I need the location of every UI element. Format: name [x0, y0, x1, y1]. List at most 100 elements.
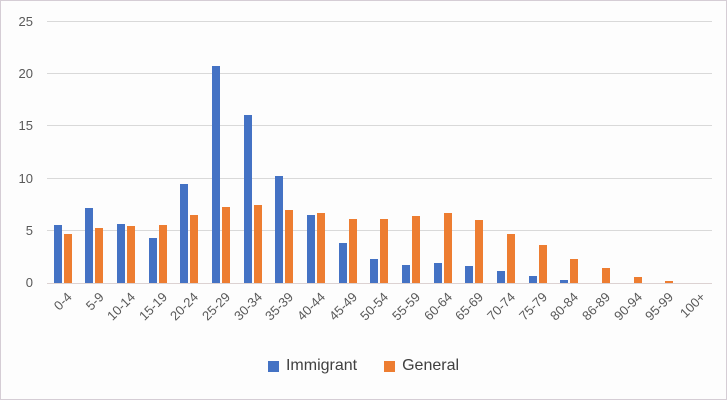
gridline-10 [47, 177, 712, 179]
bar-general-75-79[interactable] [538, 245, 547, 283]
bar-general-5-9[interactable] [95, 227, 104, 283]
x-tick-label-40-44: 40-44 [293, 289, 329, 324]
bar-general-15-19[interactable] [158, 224, 167, 283]
bar-group-70-74 [490, 22, 522, 283]
bar-immigrant-75-79[interactable] [528, 275, 537, 283]
x-tick-label-0-4: 0-4 [50, 289, 75, 314]
bar-general-60-64[interactable] [443, 213, 452, 283]
bar-group-95-99 [649, 22, 681, 283]
bar-group-86-89 [585, 22, 617, 283]
bar-general-86-89[interactable] [602, 268, 611, 283]
x-tick-label-20-24: 20-24 [167, 289, 202, 324]
x-tick-label-95-99: 95-99 [642, 289, 677, 324]
bar-immigrant-10-14[interactable] [117, 223, 126, 283]
y-tick-label-20: 20 [18, 66, 33, 82]
gridline-25 [47, 21, 712, 22]
x-tick-label-70-74: 70-74 [483, 289, 519, 324]
bar-immigrant-80-84[interactable] [560, 279, 569, 283]
bar-general-80-84[interactable] [570, 259, 579, 283]
gridline-20 [47, 73, 712, 75]
plot-area [47, 21, 712, 284]
x-tick-label-55-59: 55-59 [388, 289, 424, 324]
bar-group-20-24 [174, 22, 206, 283]
bar-general-25-29[interactable] [222, 206, 231, 283]
bar-immigrant-25-29[interactable] [212, 65, 221, 283]
bar-group-40-44 [300, 22, 332, 283]
bar-group-5-9 [79, 22, 111, 283]
x-tick-label-15-19: 15-19 [135, 289, 170, 324]
y-tick-label-15: 15 [18, 118, 33, 134]
bar-group-45-49 [332, 22, 364, 283]
bar-immigrant-50-54[interactable] [370, 259, 379, 283]
x-tick-label-35-39: 35-39 [262, 289, 297, 324]
bar-general-45-49[interactable] [348, 219, 357, 283]
immigrant-swatch-icon [267, 360, 279, 372]
x-tick-label-80-84: 80-84 [547, 289, 582, 324]
x-tick-label-10-14: 10-14 [103, 289, 139, 324]
x-tick-label-50-54: 50-54 [357, 289, 392, 324]
bar-general-20-24[interactable] [190, 215, 199, 283]
bar-general-10-14[interactable] [127, 225, 136, 283]
x-tick-label-75-79: 75-79 [515, 289, 550, 324]
bar-group-0-4 [47, 22, 79, 283]
bar-group-90-94 [617, 22, 649, 283]
bar-immigrant-15-19[interactable] [148, 238, 157, 283]
bar-general-55-59[interactable] [412, 216, 421, 283]
bar-general-30-34[interactable] [253, 204, 262, 283]
gridline-5 [47, 229, 712, 231]
y-tick-label-10: 10 [18, 170, 33, 186]
bar-general-35-39[interactable] [285, 209, 294, 283]
legend-item-immigrant[interactable]: Immigrant [267, 357, 358, 375]
bar-group-15-19 [142, 22, 174, 283]
bar-general-95-99[interactable] [665, 280, 674, 283]
bar-general-90-94[interactable] [633, 276, 642, 283]
legend-label-general: General [402, 357, 460, 374]
gridline-15 [47, 125, 712, 127]
bar-immigrant-65-69[interactable] [465, 266, 474, 283]
bar-immigrant-40-44[interactable] [307, 215, 316, 283]
bar-immigrant-30-34[interactable] [243, 114, 252, 283]
bar-immigrant-20-24[interactable] [180, 183, 189, 283]
bar-group-25-29 [205, 22, 237, 283]
bar-group-10-14 [110, 22, 142, 283]
bar-general-65-69[interactable] [475, 220, 484, 283]
bar-immigrant-5-9[interactable] [85, 207, 94, 283]
x-tick-label-65-69: 65-69 [452, 289, 487, 324]
x-axis-line [47, 283, 712, 284]
bar-immigrant-60-64[interactable] [433, 263, 442, 283]
x-tick-label-45-49: 45-49 [325, 289, 360, 324]
x-tick-label-100+: 100+ [676, 289, 709, 321]
x-tick-label-25-29: 25-29 [198, 289, 234, 324]
bar-immigrant-70-74[interactable] [497, 270, 506, 283]
bar-group-35-39 [269, 22, 301, 283]
bar-group-75-79 [522, 22, 554, 283]
bar-immigrant-45-49[interactable] [338, 243, 347, 283]
bar-group-55-59 [395, 22, 427, 283]
x-tick-label-60-64: 60-64 [420, 289, 455, 324]
bar-immigrant-55-59[interactable] [402, 265, 411, 283]
bar-group-65-69 [459, 22, 491, 283]
bar-group-80-84 [554, 22, 586, 283]
x-tick-label-30-34: 30-34 [230, 289, 265, 324]
x-tick-label-86-89: 86-89 [578, 289, 614, 324]
legend-item-general[interactable]: General [384, 357, 459, 375]
x-tick-label-90-94: 90-94 [610, 289, 645, 324]
y-tick-label-5: 5 [25, 222, 33, 238]
bar-group-100+ [680, 22, 712, 283]
bar-immigrant-0-4[interactable] [53, 224, 62, 283]
bar-group-50-54 [364, 22, 396, 283]
bar-general-0-4[interactable] [63, 233, 72, 283]
bar-immigrant-35-39[interactable] [275, 175, 284, 283]
bar-group-60-64 [427, 22, 459, 283]
y-tick-label-0: 0 [25, 275, 33, 290]
bar-general-40-44[interactable] [317, 213, 326, 283]
bar-general-70-74[interactable] [507, 233, 516, 283]
bar-group-30-34 [237, 22, 269, 283]
general-swatch-icon [384, 360, 396, 372]
x-tick-label-5-9: 5-9 [82, 289, 107, 314]
legend: Immigrant General [1, 357, 726, 375]
bar-general-50-54[interactable] [380, 219, 389, 283]
legend-label-immigrant: Immigrant [285, 357, 358, 374]
y-tick-label-25: 25 [18, 14, 33, 29]
